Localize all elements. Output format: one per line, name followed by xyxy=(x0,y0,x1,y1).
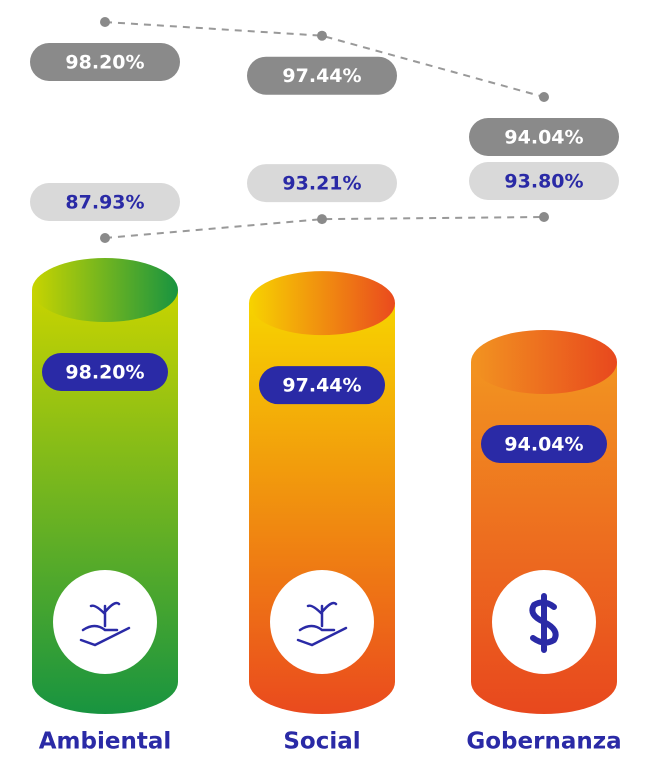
line-pill-text: 98.20% xyxy=(65,52,144,74)
line-pill xyxy=(30,183,180,221)
value-pill-text: 98.20% xyxy=(65,362,144,384)
value-pill-text: 94.04% xyxy=(504,434,583,456)
line-pill xyxy=(469,118,619,156)
point xyxy=(100,17,110,27)
point xyxy=(539,212,549,222)
value-pill xyxy=(259,366,385,405)
cylinder-top xyxy=(32,258,178,322)
line-pill xyxy=(469,162,619,200)
point xyxy=(317,214,327,225)
line-pill xyxy=(30,43,180,81)
category-label: Gobernanza xyxy=(466,729,621,755)
point xyxy=(317,30,327,41)
line xyxy=(104,21,545,98)
icon xyxy=(529,593,559,653)
line-pill-text: 93.21% xyxy=(282,173,361,195)
line-pill-text: 94.04% xyxy=(504,127,583,149)
icon xyxy=(79,601,131,647)
point xyxy=(539,92,549,102)
value-pill-text: 97.44% xyxy=(282,375,361,397)
value-pill xyxy=(42,353,168,391)
value-pill xyxy=(481,425,607,463)
icon xyxy=(296,601,348,647)
line-pill-text: 87.93% xyxy=(65,192,144,214)
cylinder-top xyxy=(249,271,395,336)
line-pill xyxy=(247,56,397,95)
line-pill-text: 97.44% xyxy=(282,65,361,87)
cylinder-top xyxy=(471,330,617,394)
line xyxy=(104,216,545,239)
line-pill-text: 93.80% xyxy=(504,171,583,193)
category-label: Social xyxy=(283,729,360,755)
line-pill xyxy=(247,164,397,203)
point xyxy=(100,233,110,243)
category-label: Ambiental xyxy=(39,729,172,755)
